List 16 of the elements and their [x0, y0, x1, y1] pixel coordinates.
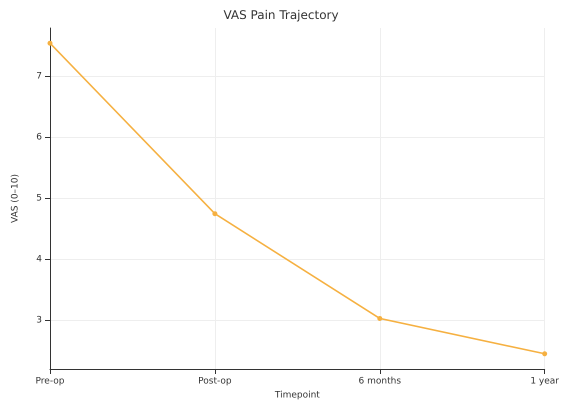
- point: [542, 351, 548, 356]
- x-tick-label: 6 months: [358, 376, 402, 386]
- y-tick-label: 4: [36, 254, 42, 264]
- x-tick-label: Pre-op: [36, 376, 65, 386]
- point: [377, 316, 382, 321]
- y-tick-label: 6: [36, 132, 42, 143]
- chart-title: VAS Pain Trajectory: [223, 8, 339, 22]
- y-tick-label: 7: [36, 72, 42, 82]
- y-tick-label: 3: [36, 315, 42, 326]
- x-axis-title: Timepoint: [274, 390, 320, 400]
- x-tick-label: Post-op: [198, 376, 232, 386]
- point: [212, 211, 218, 216]
- y-tick-label: 5: [36, 194, 42, 204]
- x-tick-label: 1 year: [530, 376, 560, 386]
- point: [48, 40, 52, 46]
- y-axis-title: VAS (0–10): [10, 174, 20, 224]
